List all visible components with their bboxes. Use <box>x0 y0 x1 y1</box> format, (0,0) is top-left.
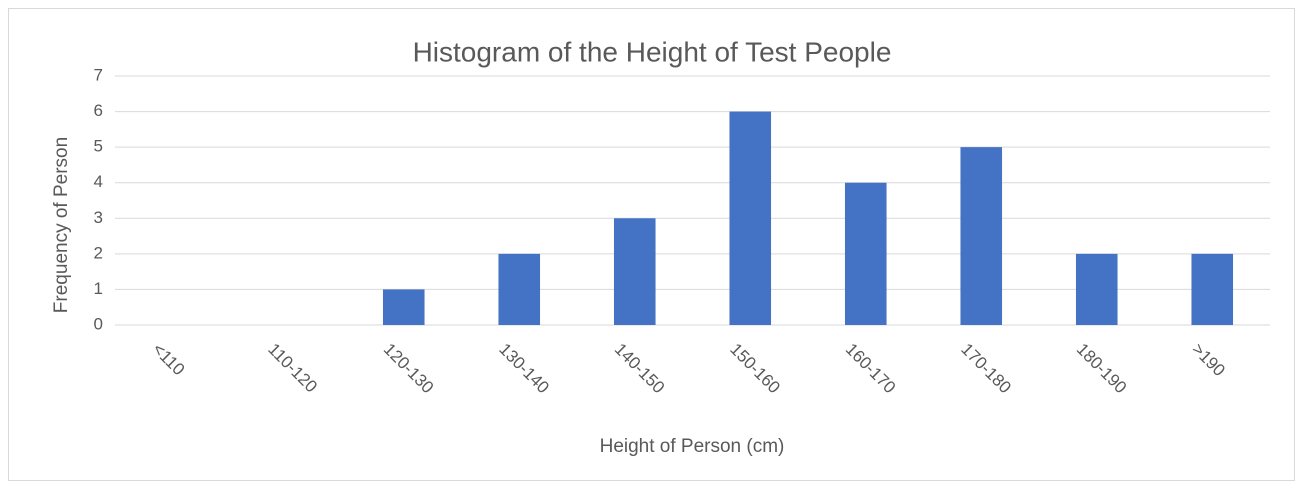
y-axis-title: Frequency of Person <box>51 137 72 313</box>
y-tick-label: 3 <box>94 208 103 227</box>
y-tick-label: 2 <box>94 243 103 262</box>
bar <box>613 218 656 325</box>
y-tick-label: 1 <box>94 279 103 298</box>
bar <box>382 289 425 325</box>
bar <box>498 253 541 325</box>
bar <box>844 182 887 325</box>
bar <box>729 111 772 325</box>
y-tick-label: 7 <box>94 65 103 84</box>
y-tick-label: 6 <box>94 101 103 120</box>
chart-title: Histogram of the Height of Test People <box>413 36 892 67</box>
y-tick-label: 0 <box>94 314 103 333</box>
bar <box>960 147 1003 325</box>
y-tick-label: 5 <box>94 137 103 156</box>
y-tick-label: 4 <box>94 172 103 191</box>
bar <box>1191 253 1234 325</box>
x-axis-title: Height of Person (cm) <box>600 436 785 457</box>
bar <box>1075 253 1118 325</box>
